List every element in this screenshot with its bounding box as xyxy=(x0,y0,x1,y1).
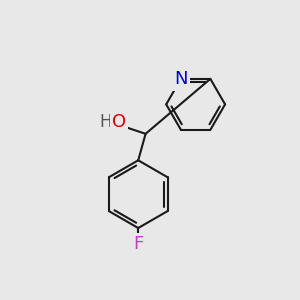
Text: N: N xyxy=(174,70,188,88)
Text: H: H xyxy=(99,113,112,131)
Text: F: F xyxy=(133,235,143,253)
Text: O: O xyxy=(112,113,126,131)
